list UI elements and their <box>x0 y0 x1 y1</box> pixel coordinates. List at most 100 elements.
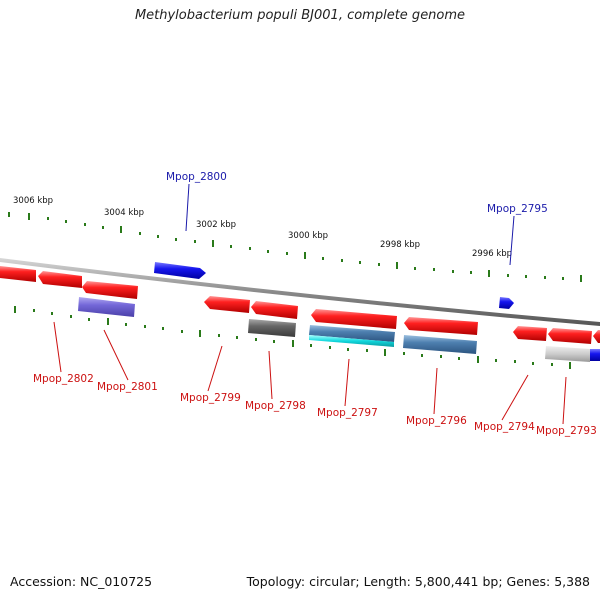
gene-label-mpop-2798[interactable]: Mpop_2798 <box>245 400 306 412</box>
tick-minor <box>102 226 104 229</box>
tick-minor <box>544 276 546 279</box>
outer-tick-row <box>8 212 582 282</box>
tick-minor <box>525 275 527 278</box>
tick-minor <box>88 318 90 321</box>
tick-major <box>199 330 201 337</box>
tick-minor <box>162 327 164 330</box>
feature-mpop-2798[interactable] <box>248 319 296 337</box>
tick-minor <box>157 235 159 238</box>
tick-minor <box>452 270 454 273</box>
scale-label: 3000 kbp <box>288 231 328 241</box>
feature-mpop-2796[interactable] <box>403 335 477 354</box>
tick-major <box>396 262 398 269</box>
tick-minor <box>347 348 349 351</box>
tick-minor <box>507 274 509 277</box>
tick-minor <box>458 357 460 360</box>
leader-mpop-2793 <box>562 376 567 425</box>
tick-minor <box>70 315 72 318</box>
leader-mpop-2795 <box>509 215 515 266</box>
tick-minor <box>139 232 141 235</box>
leader-mpop-2797 <box>344 358 350 407</box>
genome-backbone <box>0 258 600 326</box>
tick-major <box>8 212 10 217</box>
gene-label-mpop-2794[interactable]: Mpop_2794 <box>474 421 535 433</box>
gene-label-mpop-2797[interactable]: Mpop_2797 <box>317 407 378 419</box>
tick-minor <box>249 247 251 250</box>
scale-label: 2998 kbp <box>380 240 420 250</box>
leader-mpop-2796 <box>433 367 438 415</box>
tick-minor <box>366 349 368 352</box>
gene-mpop-2801-red[interactable] <box>82 281 138 299</box>
gene-label-mpop-2793[interactable]: Mpop_2793 <box>536 425 597 437</box>
gene-mpop-2794-red[interactable] <box>513 326 547 341</box>
leader-mpop-2798 <box>268 350 273 400</box>
leader-mpop-2799 <box>207 345 223 392</box>
tick-major <box>304 252 306 259</box>
gene-label-mpop-2795[interactable]: Mpop_2795 <box>487 203 548 215</box>
tick-major <box>580 275 582 282</box>
tick-minor <box>273 340 275 343</box>
gene-red-right-edge[interactable] <box>593 330 600 343</box>
tick-minor <box>51 312 53 315</box>
feature-mpop-2793[interactable] <box>545 346 590 362</box>
tick-minor <box>440 355 442 358</box>
tick-major <box>477 356 479 363</box>
leader-lines <box>53 183 567 425</box>
gene-label-mpop-2801[interactable]: Mpop_2801 <box>97 381 158 393</box>
topology-text: Topology: circular; Length: 5,800,441 bp… <box>246 574 590 589</box>
tick-minor <box>403 352 405 355</box>
scale-label: 3006 kbp <box>13 196 53 206</box>
tick-minor <box>495 359 497 362</box>
tick-minor <box>267 250 269 253</box>
gene-mpop-2799[interactable] <box>204 296 250 313</box>
tick-minor <box>322 257 324 260</box>
tick-major <box>107 318 109 325</box>
tick-minor <box>125 323 127 326</box>
leader-mpop-2801 <box>103 329 129 381</box>
gene-mpop-2800[interactable] <box>154 262 206 279</box>
gene-mpop-2802[interactable] <box>38 271 82 288</box>
tick-minor <box>532 362 534 365</box>
tick-minor <box>33 309 35 312</box>
gene-label-mpop-2800[interactable]: Mpop_2800 <box>166 171 227 183</box>
gene-partial-blue[interactable] <box>590 349 600 361</box>
leader-mpop-2794 <box>501 374 529 421</box>
tick-minor <box>194 240 196 243</box>
gene-label-mpop-2799[interactable]: Mpop_2799 <box>180 392 241 404</box>
tick-minor <box>175 238 177 241</box>
tick-minor <box>181 330 183 333</box>
tick-minor <box>414 267 416 270</box>
tick-minor <box>562 277 564 280</box>
gene-mpop-2795[interactable] <box>499 297 514 309</box>
tick-major <box>569 362 571 369</box>
tick-major <box>292 340 294 347</box>
tick-minor <box>470 271 472 274</box>
gene-mpop-2793-red[interactable] <box>548 328 592 344</box>
tick-minor <box>65 220 67 223</box>
tick-major <box>28 213 30 220</box>
inner-tick-row <box>14 306 571 369</box>
map-title: Methylobacterium populi BJ001, complete … <box>134 8 466 23</box>
tick-minor <box>341 259 343 262</box>
feature-mpop-2797-steel[interactable] <box>309 325 395 342</box>
tick-major <box>212 240 214 247</box>
tick-minor <box>236 336 238 339</box>
tick-minor <box>378 263 380 266</box>
tick-major <box>120 226 122 233</box>
gene-label-mpop-2796[interactable]: Mpop_2796 <box>406 415 467 427</box>
gene-mpop-2798-red[interactable] <box>251 301 298 319</box>
tick-minor <box>144 325 146 328</box>
gene-mpop-2797-red[interactable] <box>311 309 397 329</box>
gene-label-mpop-2802[interactable]: Mpop_2802 <box>33 373 94 385</box>
gene-red-1[interactable] <box>0 266 36 282</box>
gene-mpop-2796-red[interactable] <box>404 317 478 335</box>
tick-minor <box>421 354 423 357</box>
tick-minor <box>551 363 553 366</box>
tick-major <box>384 349 386 356</box>
tick-minor <box>310 344 312 347</box>
feature-mpop-2797-cyan[interactable] <box>309 335 394 347</box>
scale-label: 3002 kbp <box>196 220 236 230</box>
feature-mpop-2801[interactable] <box>78 297 135 317</box>
tick-minor <box>218 334 220 337</box>
